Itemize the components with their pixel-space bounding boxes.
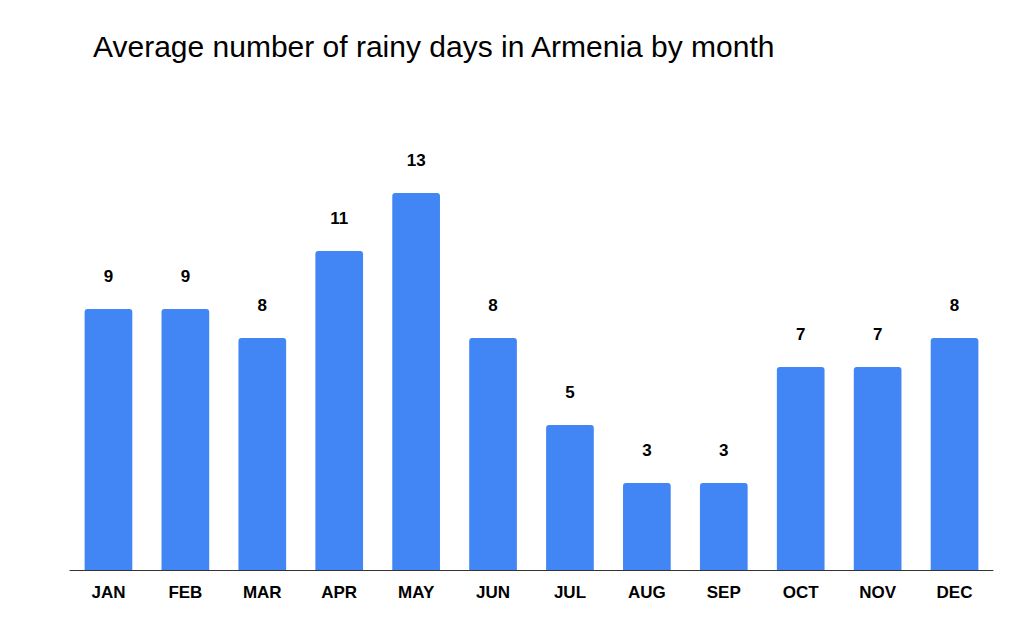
svg-text:MAR: MAR — [243, 583, 282, 602]
svg-text:9: 9 — [104, 267, 113, 286]
svg-text:SEP: SEP — [707, 583, 741, 602]
svg-text:3: 3 — [642, 441, 651, 460]
svg-text:8: 8 — [950, 296, 959, 315]
svg-text:5: 5 — [565, 383, 574, 402]
svg-text:7: 7 — [873, 325, 882, 344]
svg-text:8: 8 — [258, 296, 267, 315]
svg-text:DEC: DEC — [937, 583, 973, 602]
svg-text:APR: APR — [321, 583, 357, 602]
svg-text:7: 7 — [796, 325, 805, 344]
svg-text:11: 11 — [330, 209, 348, 228]
svg-text:FEB: FEB — [168, 583, 202, 602]
svg-text:3: 3 — [719, 441, 728, 460]
svg-text:JUN: JUN — [476, 583, 510, 602]
svg-text:MAY: MAY — [398, 583, 435, 602]
svg-text:9: 9 — [181, 267, 190, 286]
svg-text:NOV: NOV — [859, 583, 897, 602]
svg-text:JUL: JUL — [554, 583, 586, 602]
svg-text:OCT: OCT — [783, 583, 820, 602]
svg-text:JAN: JAN — [91, 583, 125, 602]
svg-text:13: 13 — [407, 151, 426, 170]
svg-text:8: 8 — [488, 296, 497, 315]
svg-text:Average number of rainy days i: Average number of rainy days in Armenia … — [93, 30, 774, 63]
svg-text:AUG: AUG — [628, 583, 666, 602]
